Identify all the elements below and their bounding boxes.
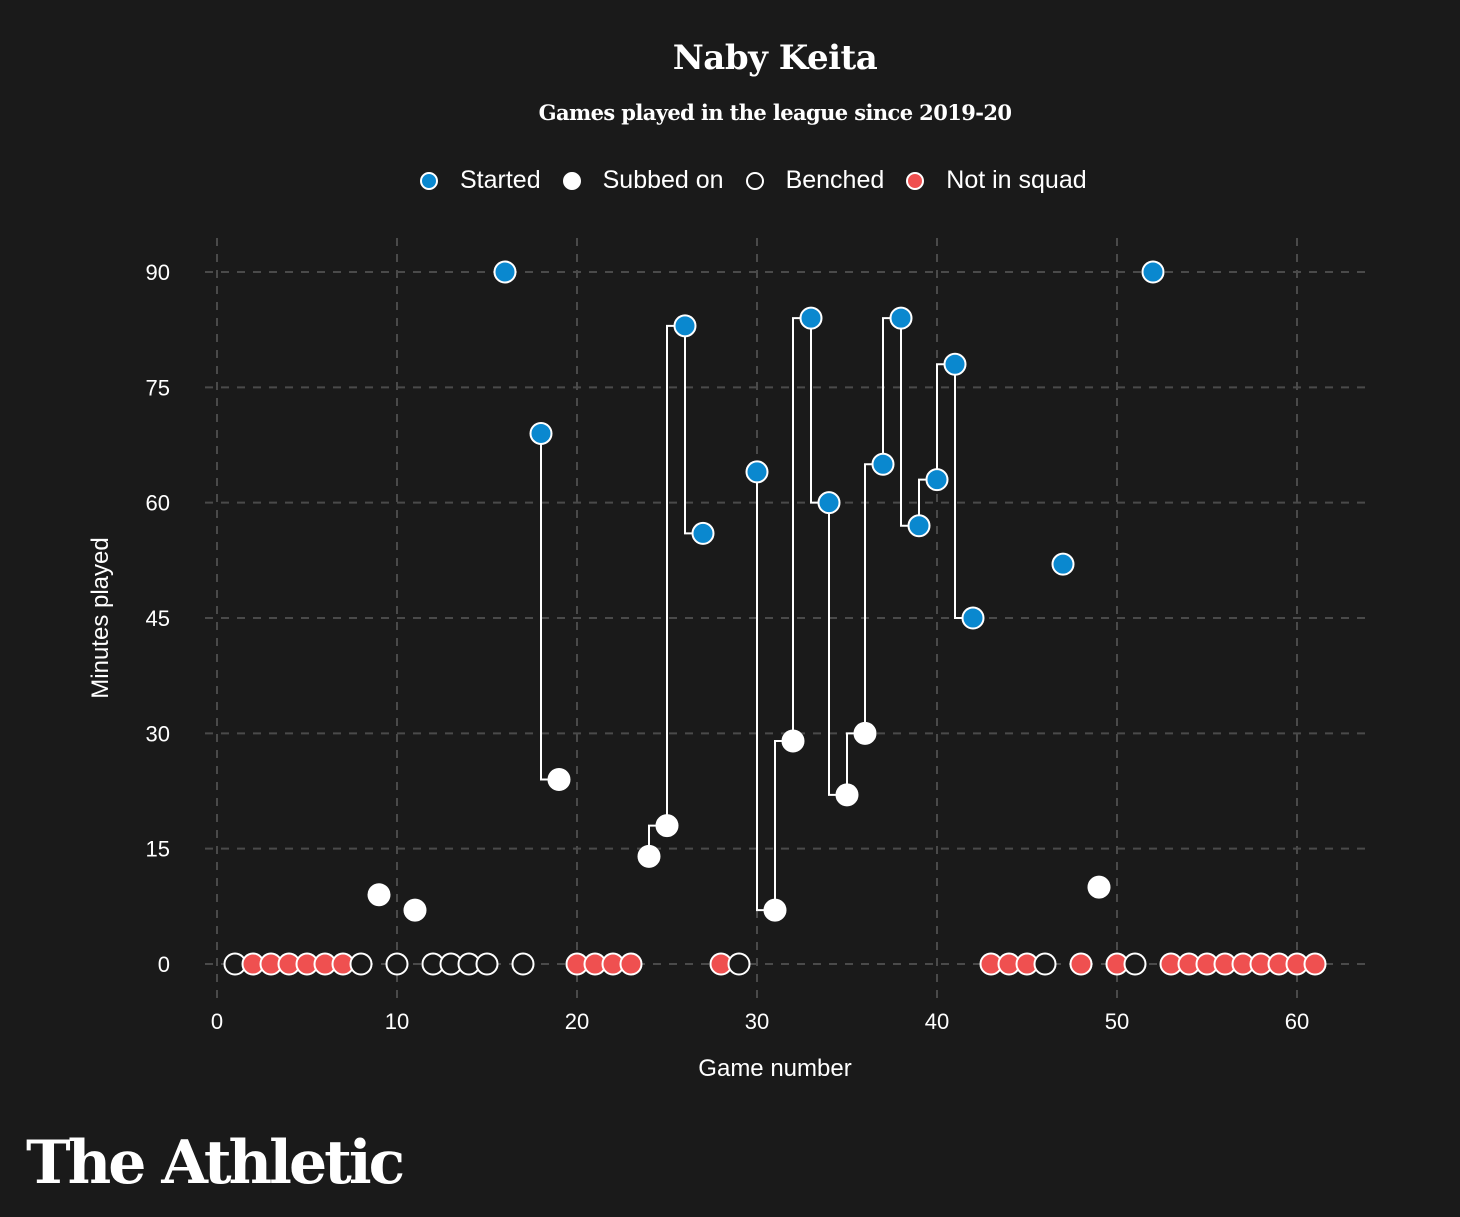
point-subbed bbox=[403, 898, 427, 922]
point-benched bbox=[1033, 952, 1057, 976]
x-tick-label: 10 bbox=[385, 1009, 409, 1034]
chart-title: Naby Keita bbox=[672, 38, 878, 78]
point-started bbox=[799, 306, 823, 330]
point-started bbox=[691, 521, 715, 545]
step-line bbox=[954, 364, 973, 619]
step-line bbox=[882, 317, 901, 465]
chart-subtitle: Games played in the league since 2019-20 bbox=[538, 100, 1012, 125]
point-started bbox=[817, 491, 841, 515]
y-tick-label: 30 bbox=[146, 721, 170, 746]
step-line bbox=[900, 318, 919, 527]
point-started bbox=[961, 606, 985, 630]
point-subbed bbox=[853, 721, 877, 745]
legend-item-benched: Benched bbox=[745, 166, 885, 195]
point-started bbox=[1051, 552, 1075, 576]
x-tick-label: 40 bbox=[925, 1009, 949, 1034]
legend-label-subbed: Subbed on bbox=[602, 166, 724, 194]
point-started bbox=[493, 260, 517, 284]
x-axis-ticks: 0 10 20 30 40 50 60 bbox=[211, 1009, 1309, 1034]
point-subbed bbox=[781, 729, 805, 753]
x-tick-label: 20 bbox=[565, 1009, 589, 1034]
point-started bbox=[529, 421, 553, 445]
point-not-in-squad bbox=[1303, 952, 1327, 976]
point-started bbox=[871, 452, 895, 476]
step-lines bbox=[540, 317, 973, 912]
point-benched bbox=[511, 952, 535, 976]
y-tick-label: 45 bbox=[146, 606, 170, 631]
step-line bbox=[774, 740, 793, 911]
legend-item-not-in-squad: Not in squad bbox=[906, 166, 1087, 195]
point-started bbox=[943, 352, 967, 376]
step-line bbox=[792, 317, 811, 742]
point-started bbox=[889, 306, 913, 330]
point-benched bbox=[385, 952, 409, 976]
y-tick-label: 90 bbox=[146, 260, 170, 285]
point-subbed bbox=[367, 883, 391, 907]
step-line bbox=[936, 363, 955, 480]
point-benched bbox=[1123, 952, 1147, 976]
x-tick-label: 60 bbox=[1285, 1009, 1309, 1034]
point-benched bbox=[475, 952, 499, 976]
benched-marker-icon bbox=[745, 171, 764, 190]
point-subbed bbox=[547, 767, 571, 791]
y-axis-ticks: 0 15 30 45 60 75 90 bbox=[146, 260, 170, 977]
legend-label-benched: Benched bbox=[785, 166, 885, 194]
started-marker-icon bbox=[420, 171, 438, 190]
y-axis-label: Minutes played bbox=[87, 537, 114, 698]
data-points bbox=[223, 260, 1327, 976]
point-benched bbox=[727, 952, 751, 976]
step-line bbox=[810, 318, 829, 504]
x-tick-label: 30 bbox=[745, 1009, 769, 1034]
point-subbed bbox=[835, 783, 859, 807]
point-subbed bbox=[1087, 875, 1111, 899]
not-in-squad-marker-icon bbox=[906, 171, 925, 190]
point-not-in-squad bbox=[619, 952, 643, 976]
y-tick-label: 75 bbox=[146, 375, 170, 400]
x-tick-label: 0 bbox=[211, 1009, 223, 1034]
point-started bbox=[745, 460, 769, 484]
legend-item-started: Started bbox=[420, 166, 541, 195]
point-started bbox=[1141, 260, 1165, 284]
step-line bbox=[540, 433, 559, 781]
legend-item-subbed: Subbed on bbox=[562, 166, 724, 195]
legend-label-started: Started bbox=[460, 166, 541, 194]
point-benched bbox=[349, 952, 373, 976]
point-started bbox=[925, 468, 949, 492]
step-line bbox=[864, 463, 883, 734]
subbed-marker-icon bbox=[562, 171, 581, 190]
step-line bbox=[666, 324, 685, 826]
y-tick-label: 60 bbox=[146, 491, 170, 516]
legend-label-not-in-squad: Not in squad bbox=[946, 166, 1087, 194]
step-line bbox=[828, 502, 847, 796]
y-tick-label: 0 bbox=[158, 952, 170, 977]
legend: Started Subbed on Benched Not in squad bbox=[420, 166, 1109, 195]
point-not-in-squad bbox=[1069, 952, 1093, 976]
point-started bbox=[673, 314, 697, 338]
point-subbed bbox=[763, 898, 787, 922]
point-started bbox=[907, 514, 931, 538]
point-subbed bbox=[655, 814, 679, 838]
y-tick-label: 15 bbox=[146, 837, 170, 862]
x-axis-label: Game number bbox=[698, 1055, 851, 1082]
point-subbed bbox=[637, 844, 661, 868]
x-tick-label: 50 bbox=[1105, 1009, 1129, 1034]
the-athletic-logo: The Athletic bbox=[26, 1128, 405, 1198]
step-line bbox=[756, 471, 775, 912]
